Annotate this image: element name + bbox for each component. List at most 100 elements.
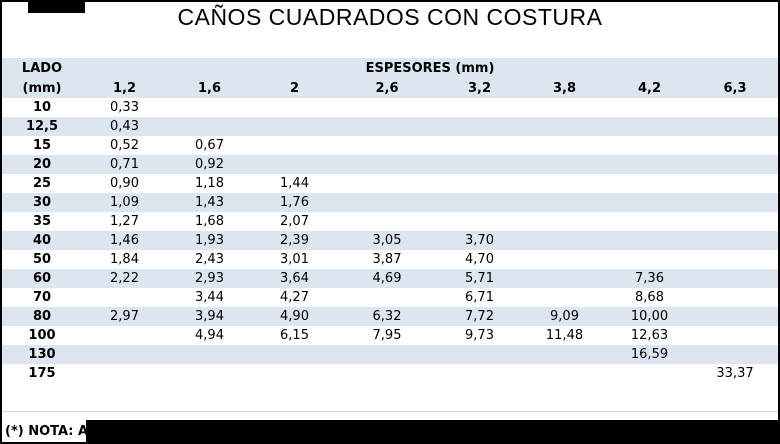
- lado-cell: 70: [32, 290, 52, 305]
- value-cell: 1,44: [280, 176, 309, 191]
- note-text: (*) NOTA: A: [5, 424, 89, 439]
- value-cell: 0,71: [110, 157, 139, 172]
- value-cell: 7,95: [372, 328, 402, 343]
- value-cell: 2,22: [110, 271, 139, 286]
- value-cell: 33,37: [716, 366, 754, 381]
- thickness-column-header: 2: [289, 80, 300, 96]
- value-cell: 4,94: [195, 328, 224, 343]
- redaction-mark-top: [28, 2, 85, 13]
- table-row: 60 2,22 2,93 3,64 4,69 5,71 7,36: [2, 269, 778, 288]
- lado-cell: 40: [32, 233, 52, 248]
- value-cell: 3,05: [372, 233, 402, 248]
- value-cell: 1,09: [110, 195, 139, 210]
- value-cell: 9,73: [465, 328, 494, 343]
- table-row: 30 1,09 1,43 1,76: [2, 193, 778, 212]
- value-cell: 1,76: [280, 195, 309, 210]
- note-row: (*) NOTA: A: [2, 420, 778, 442]
- lado-cell: 20: [32, 157, 52, 172]
- value-cell: 9,09: [550, 309, 579, 324]
- table-row: 130 16,59: [2, 345, 778, 364]
- lado-cell: 60: [32, 271, 52, 286]
- thickness-column-header: 4,2: [637, 80, 662, 96]
- table-header-row-group: LADO ESPESORES (mm): [2, 58, 778, 78]
- value-cell: 2,39: [280, 233, 309, 248]
- value-cell: 6,15: [280, 328, 309, 343]
- lado-cell: 15: [32, 138, 52, 153]
- value-cell: 1,84: [110, 252, 139, 267]
- value-cell: 4,27: [280, 290, 309, 305]
- value-cell: 6,32: [372, 309, 402, 324]
- lado-cell: 50: [32, 252, 52, 267]
- value-cell: 0,90: [110, 176, 139, 191]
- value-cell: 0,52: [110, 138, 139, 153]
- value-cell: 3,44: [195, 290, 224, 305]
- table-row: 15 0,52 0,67: [2, 136, 778, 155]
- table-row: 10 0,33: [2, 98, 778, 117]
- thickness-column-header: 6,3: [723, 80, 747, 96]
- value-cell: 0,33: [110, 100, 139, 115]
- value-cell: 1,68: [195, 214, 224, 229]
- value-cell: 3,87: [372, 252, 402, 267]
- thickness-column-header: 1,2: [112, 80, 137, 96]
- value-cell: 5,71: [465, 271, 494, 286]
- value-cell: 1,93: [195, 233, 224, 248]
- value-cell: 11,48: [545, 328, 584, 343]
- value-cell: 7,36: [635, 271, 664, 286]
- value-cell: 6,71: [465, 290, 494, 305]
- thickness-column-header: 2,6: [375, 80, 399, 96]
- table-row: 35 1,27 1,68 2,07: [2, 212, 778, 231]
- thickness-table: LADO ESPESORES (mm) (mm) 1,2 1,6 2 2,6 3,2 3,8 4,…: [2, 58, 778, 383]
- value-cell: 4,90: [280, 309, 309, 324]
- thickness-column-header: 3,8: [552, 80, 577, 96]
- value-cell: 8,68: [635, 290, 664, 305]
- value-cell: 1,43: [195, 195, 224, 210]
- value-cell: 4,70: [465, 252, 494, 267]
- value-cell: 16,59: [630, 347, 669, 362]
- table-row: 40 1,46 1,93 2,39 3,05 3,70: [2, 231, 778, 250]
- value-cell: 0,43: [110, 119, 139, 134]
- lado-cell: 25: [32, 176, 52, 191]
- lado-cell: 30: [32, 195, 52, 210]
- value-cell: 2,97: [110, 309, 139, 324]
- lado-cell: 175: [28, 366, 56, 381]
- page-title: CAÑOS CUADRADOS CON COSTURA: [177, 4, 603, 30]
- value-cell: 0,67: [195, 138, 224, 153]
- value-cell: 3,01: [280, 252, 309, 267]
- table-row: 80 2,97 3,94 4,90 6,32 7,72 9,09 10,00: [2, 307, 778, 326]
- bottom-divider: [2, 411, 778, 412]
- value-cell: 1,27: [110, 214, 139, 229]
- thickness-column-header: 3,2: [467, 80, 492, 96]
- value-cell: 4,69: [372, 271, 402, 286]
- value-cell: 2,07: [280, 214, 309, 229]
- lado-cell: 80: [32, 309, 52, 324]
- table-row: 70 3,44 4,27 6,71 8,68: [2, 288, 778, 307]
- table-row: 20 0,71 0,92: [2, 155, 778, 174]
- redaction-bar: [86, 420, 778, 442]
- table-row: 50 1,84 2,43 3,01 3,87 4,70: [2, 250, 778, 269]
- value-cell: 1,46: [110, 233, 139, 248]
- lado-cell: 10: [32, 100, 52, 115]
- value-cell: 10,00: [630, 309, 669, 324]
- table-row: 12,5 0,43: [2, 117, 778, 136]
- group-header-espesores: ESPESORES (mm): [365, 60, 495, 76]
- lado-cell: 35: [32, 214, 52, 229]
- table-row: 25 0,90 1,18 1,44: [2, 174, 778, 193]
- corner-header-mm: (mm): [22, 80, 62, 96]
- corner-header-lado: LADO: [21, 60, 63, 76]
- lado-cell: 100: [28, 328, 56, 343]
- table-row: 175 33,37: [2, 364, 778, 383]
- thickness-column-header: 1,6: [197, 80, 222, 96]
- lado-cell: 130: [28, 347, 56, 362]
- value-cell: 0,92: [195, 157, 224, 172]
- value-cell: 2,93: [195, 271, 224, 286]
- value-cell: 3,64: [280, 271, 309, 286]
- table-row: 100 4,94 6,15 7,95 9,73 11,48 12,63: [2, 326, 778, 345]
- lado-cell: 12,5: [25, 119, 59, 134]
- value-cell: 3,70: [465, 233, 494, 248]
- table-header-row-thickness: (mm) 1,2 1,6 2 2,6 3,2 3,8 4,2 6,3: [2, 78, 778, 98]
- value-cell: 12,63: [630, 328, 669, 343]
- value-cell: 1,18: [195, 176, 224, 191]
- value-cell: 7,72: [465, 309, 494, 324]
- value-cell: 3,94: [195, 309, 224, 324]
